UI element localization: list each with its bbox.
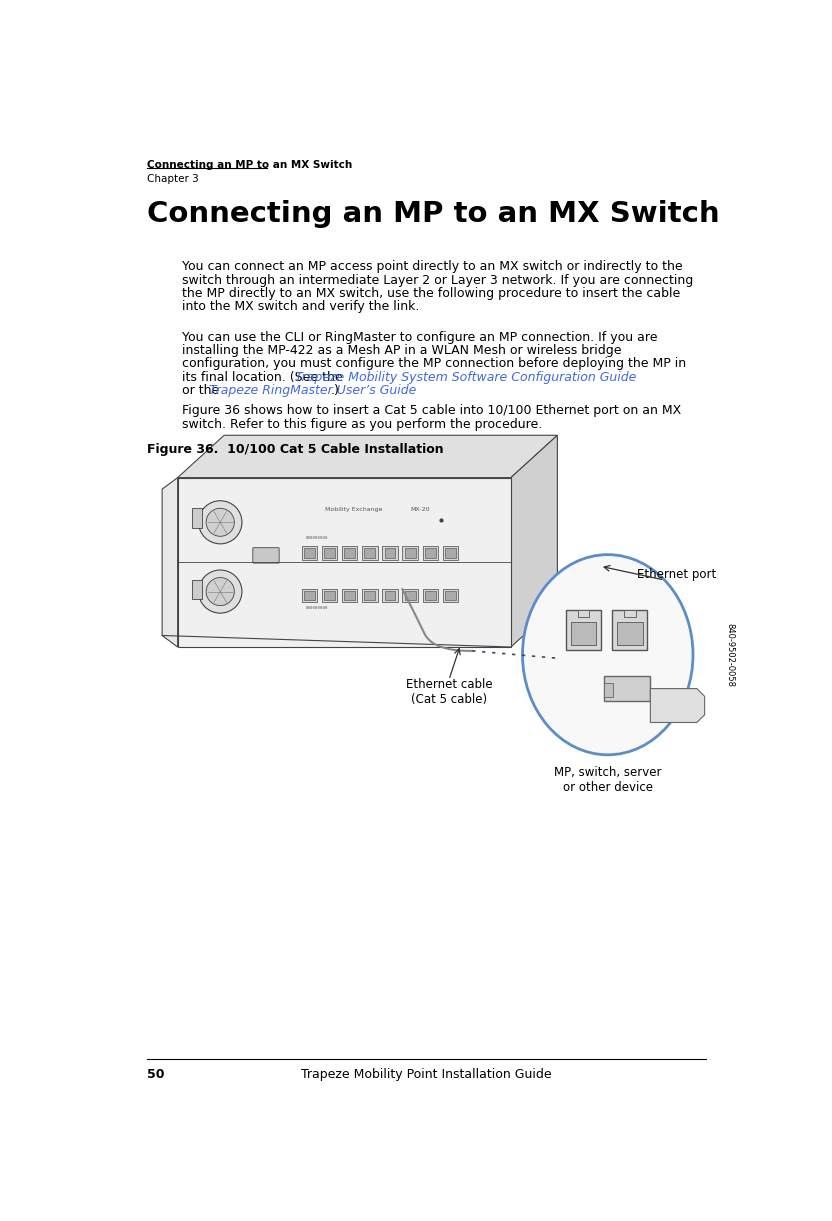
FancyBboxPatch shape xyxy=(425,548,436,558)
FancyBboxPatch shape xyxy=(364,591,375,600)
Text: its final location. (See the: its final location. (See the xyxy=(181,371,346,383)
Text: Chapter 3: Chapter 3 xyxy=(146,175,198,184)
Text: into the MX switch and verify the link.: into the MX switch and verify the link. xyxy=(181,299,418,313)
FancyBboxPatch shape xyxy=(425,591,436,600)
Text: switch through an intermediate Layer 2 or Layer 3 network. If you are connecting: switch through an intermediate Layer 2 o… xyxy=(181,274,693,287)
Ellipse shape xyxy=(522,554,693,755)
Text: Connecting an MP to an MX Switch: Connecting an MP to an MX Switch xyxy=(146,200,719,228)
FancyBboxPatch shape xyxy=(344,591,355,600)
FancyBboxPatch shape xyxy=(191,508,202,527)
Circle shape xyxy=(199,570,242,613)
FancyBboxPatch shape xyxy=(577,610,589,617)
Text: You can use the CLI or RingMaster to configure an MP connection. If you are: You can use the CLI or RingMaster to con… xyxy=(181,331,657,344)
Text: switch. Refer to this figure as you perform the procedure.: switch. Refer to this figure as you perf… xyxy=(181,418,542,431)
Circle shape xyxy=(206,508,235,536)
FancyBboxPatch shape xyxy=(384,591,395,600)
Text: MP, switch, server
or other device: MP, switch, server or other device xyxy=(554,767,661,795)
FancyBboxPatch shape xyxy=(302,589,317,602)
FancyBboxPatch shape xyxy=(566,610,601,650)
FancyBboxPatch shape xyxy=(404,548,415,558)
Text: Figure 36.  10/100 Cat 5 Cable Installation: Figure 36. 10/100 Cat 5 Cable Installati… xyxy=(146,443,443,455)
FancyBboxPatch shape xyxy=(344,548,355,558)
FancyBboxPatch shape xyxy=(342,589,358,602)
Text: installing the MP-422 as a Mesh AP in a WLAN Mesh or wireless bridge: installing the MP-422 as a Mesh AP in a … xyxy=(181,344,621,358)
FancyBboxPatch shape xyxy=(423,546,438,560)
FancyBboxPatch shape xyxy=(253,548,280,563)
Text: .): .) xyxy=(330,383,339,397)
FancyBboxPatch shape xyxy=(423,589,438,602)
Polygon shape xyxy=(651,689,705,723)
Text: 000000000: 000000000 xyxy=(305,536,328,540)
FancyBboxPatch shape xyxy=(384,548,395,558)
Text: 840-9502-0058: 840-9502-0058 xyxy=(726,623,735,686)
Polygon shape xyxy=(511,435,557,647)
FancyBboxPatch shape xyxy=(445,591,456,600)
Text: MX-20: MX-20 xyxy=(410,508,429,513)
FancyBboxPatch shape xyxy=(571,623,596,646)
FancyBboxPatch shape xyxy=(191,580,202,600)
FancyBboxPatch shape xyxy=(324,591,335,600)
FancyBboxPatch shape xyxy=(612,610,647,650)
FancyBboxPatch shape xyxy=(364,548,375,558)
Polygon shape xyxy=(177,435,557,477)
Text: You can connect an MP access point directly to an MX switch or indirectly to the: You can connect an MP access point direc… xyxy=(181,260,682,274)
FancyBboxPatch shape xyxy=(322,546,337,560)
FancyBboxPatch shape xyxy=(322,589,337,602)
FancyBboxPatch shape xyxy=(362,546,378,560)
FancyBboxPatch shape xyxy=(403,589,418,602)
Text: 000000000: 000000000 xyxy=(305,606,328,609)
Text: configuration, you must configure the MP connection before deploying the MP in: configuration, you must configure the MP… xyxy=(181,358,686,370)
Polygon shape xyxy=(162,477,177,647)
Text: Ethernet cable
(Cat 5 cable): Ethernet cable (Cat 5 cable) xyxy=(405,678,493,706)
FancyBboxPatch shape xyxy=(382,589,398,602)
FancyBboxPatch shape xyxy=(443,589,458,602)
Text: Connecting an MP to an MX Switch: Connecting an MP to an MX Switch xyxy=(146,160,352,171)
Circle shape xyxy=(206,578,235,606)
FancyBboxPatch shape xyxy=(304,591,314,600)
Text: Trapeze Mobility System Software Configuration Guide: Trapeze Mobility System Software Configu… xyxy=(295,371,636,383)
FancyBboxPatch shape xyxy=(617,623,642,646)
Circle shape xyxy=(199,501,242,543)
FancyBboxPatch shape xyxy=(604,676,651,701)
FancyBboxPatch shape xyxy=(324,548,335,558)
FancyBboxPatch shape xyxy=(304,548,314,558)
FancyBboxPatch shape xyxy=(382,546,398,560)
Text: Figure 36 shows how to insert a Cat 5 cable into 10/100 Ethernet port on an MX: Figure 36 shows how to insert a Cat 5 ca… xyxy=(181,404,681,418)
Text: 50: 50 xyxy=(146,1068,164,1082)
FancyBboxPatch shape xyxy=(302,546,317,560)
FancyBboxPatch shape xyxy=(445,548,456,558)
FancyBboxPatch shape xyxy=(342,546,358,560)
Text: Trapeze RingMaster User’s Guide: Trapeze RingMaster User’s Guide xyxy=(209,383,416,397)
Text: Ethernet port: Ethernet port xyxy=(637,569,716,581)
Text: the MP directly to an MX switch, use the following procedure to insert the cable: the MP directly to an MX switch, use the… xyxy=(181,287,680,299)
Text: Trapeze Mobility Point Installation Guide: Trapeze Mobility Point Installation Guid… xyxy=(301,1068,552,1082)
FancyBboxPatch shape xyxy=(624,610,636,617)
FancyBboxPatch shape xyxy=(403,546,418,560)
Text: Mobility Exchange: Mobility Exchange xyxy=(324,508,383,513)
Text: or the: or the xyxy=(181,383,223,397)
FancyBboxPatch shape xyxy=(443,546,458,560)
FancyBboxPatch shape xyxy=(404,591,415,600)
Polygon shape xyxy=(177,477,511,647)
FancyBboxPatch shape xyxy=(362,589,378,602)
FancyBboxPatch shape xyxy=(604,684,613,697)
